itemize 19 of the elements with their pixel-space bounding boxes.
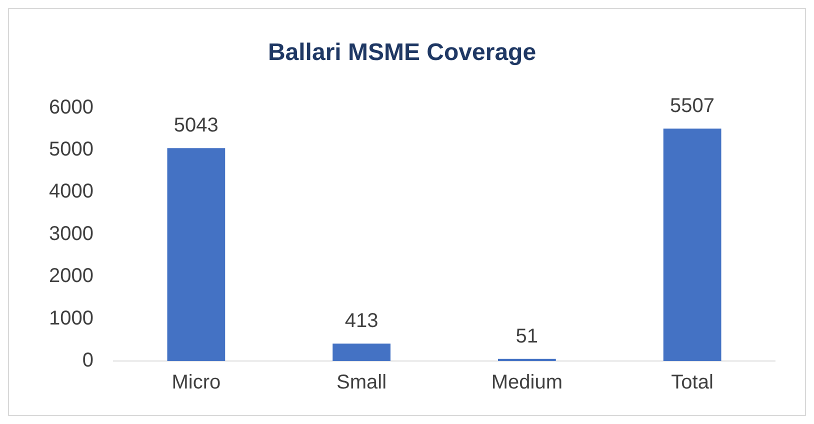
x-tick-label: Micro xyxy=(172,372,221,394)
y-tick-label: 4000 xyxy=(48,180,94,203)
bar xyxy=(663,128,722,361)
data-label: 5507 xyxy=(670,95,715,118)
x-tick-label: Total xyxy=(671,372,714,394)
y-tick-label: 5000 xyxy=(48,138,94,161)
data-label: 51 xyxy=(516,325,538,348)
y-tick-label: 2000 xyxy=(48,265,94,288)
bar xyxy=(167,148,226,361)
bar xyxy=(332,344,390,361)
y-tick-label: 1000 xyxy=(48,307,94,330)
data-label: 413 xyxy=(344,310,378,332)
chart-title: Ballari MSME Coverage xyxy=(268,39,536,66)
y-tick-label: 3000 xyxy=(48,222,94,245)
data-label: 5043 xyxy=(174,114,218,137)
y-tick-label: 6000 xyxy=(48,96,94,118)
y-tick-label: 0 xyxy=(82,350,94,372)
x-tick-label: Medium xyxy=(491,372,563,394)
x-tick-label: Small xyxy=(336,372,387,394)
